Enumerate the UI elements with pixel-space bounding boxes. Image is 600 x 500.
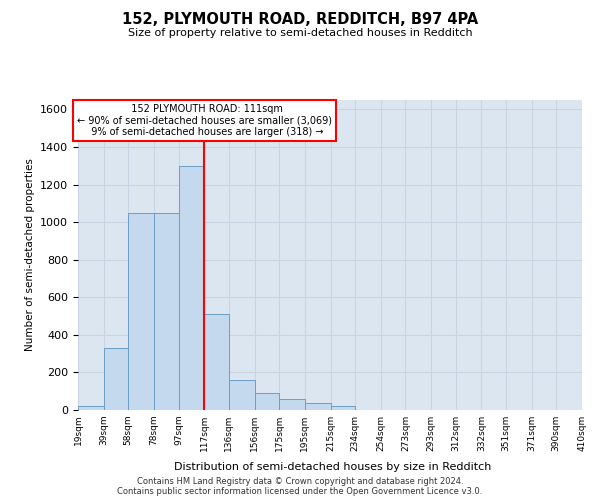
- Text: 152 PLYMOUTH ROAD: 111sqm
← 90% of semi-detached houses are smaller (3,069)
  9%: 152 PLYMOUTH ROAD: 111sqm ← 90% of semi-…: [77, 104, 332, 137]
- Bar: [331, 406, 355, 410]
- Bar: [78, 406, 104, 410]
- Y-axis label: Number of semi-detached properties: Number of semi-detached properties: [25, 158, 35, 352]
- Bar: [254, 393, 279, 410]
- Text: Size of property relative to semi-detached houses in Redditch: Size of property relative to semi-detach…: [128, 28, 472, 38]
- Bar: [128, 212, 154, 410]
- Bar: [179, 166, 205, 410]
- Bar: [279, 398, 305, 410]
- Bar: [104, 348, 128, 410]
- Bar: [154, 212, 179, 410]
- Text: Distribution of semi-detached houses by size in Redditch: Distribution of semi-detached houses by …: [175, 462, 491, 472]
- Text: Contains HM Land Registry data © Crown copyright and database right 2024.: Contains HM Land Registry data © Crown c…: [137, 476, 463, 486]
- Bar: [305, 404, 331, 410]
- Text: 152, PLYMOUTH ROAD, REDDITCH, B97 4PA: 152, PLYMOUTH ROAD, REDDITCH, B97 4PA: [122, 12, 478, 28]
- Bar: [205, 314, 229, 410]
- Bar: [229, 380, 254, 410]
- Text: Contains public sector information licensed under the Open Government Licence v3: Contains public sector information licen…: [118, 486, 482, 496]
